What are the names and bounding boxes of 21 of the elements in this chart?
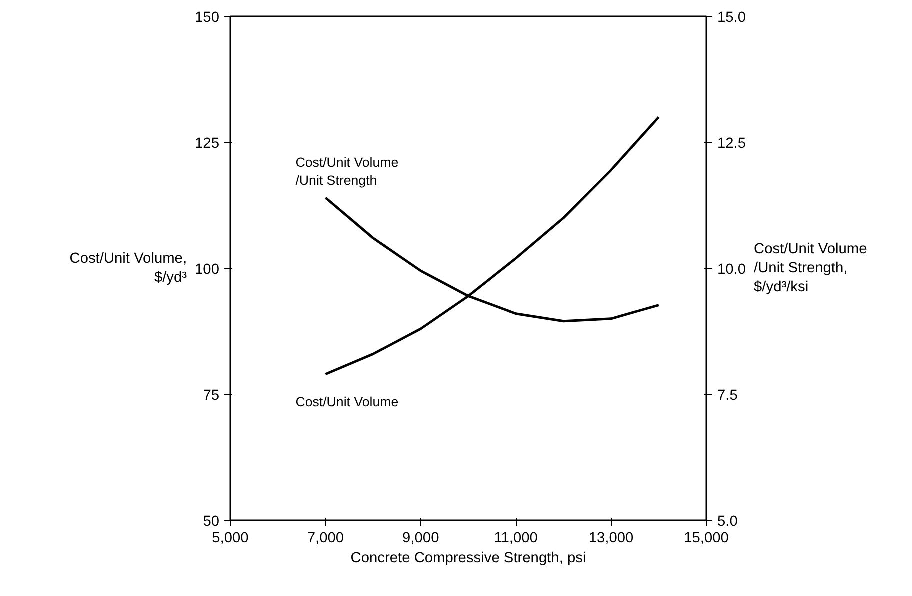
y2-axis-title: Cost/Unit Volume /Unit Strength, $/yd³/ksi <box>754 241 868 296</box>
y-axis-title: Cost/Unit Volume, $/yd³ <box>70 250 188 286</box>
y2-tick-label: 12.5 <box>718 136 746 152</box>
y-tick-label: 50 <box>203 514 220 530</box>
y-tick-label: 150 <box>195 10 220 26</box>
y2-tick-label: 10.0 <box>718 262 746 278</box>
x-tick-label: 15,000 <box>684 530 729 546</box>
x-tick-label: 5,000 <box>212 530 249 546</box>
x-tick-label: 11,000 <box>494 530 538 546</box>
text: Cost/Unit Volume <box>296 394 399 410</box>
y2-tick-label: 5.0 <box>718 514 738 530</box>
x-tick-label: 13,000 <box>588 530 634 546</box>
x-tick-label: 9,000 <box>402 530 440 546</box>
y-tick-label: 125 <box>195 136 220 152</box>
y-tick-label: 100 <box>195 262 220 278</box>
y2-tick-label: 15.0 <box>718 10 746 26</box>
x-tick-label: 7,000 <box>307 530 344 546</box>
y-tick-label: 75 <box>203 388 220 404</box>
y2-tick-label: 7.5 <box>718 388 738 404</box>
text: Cost/Unit Volume /Unit Strength <box>296 154 399 188</box>
x-axis-title: Concrete Compressive Strength, psi <box>350 550 586 566</box>
